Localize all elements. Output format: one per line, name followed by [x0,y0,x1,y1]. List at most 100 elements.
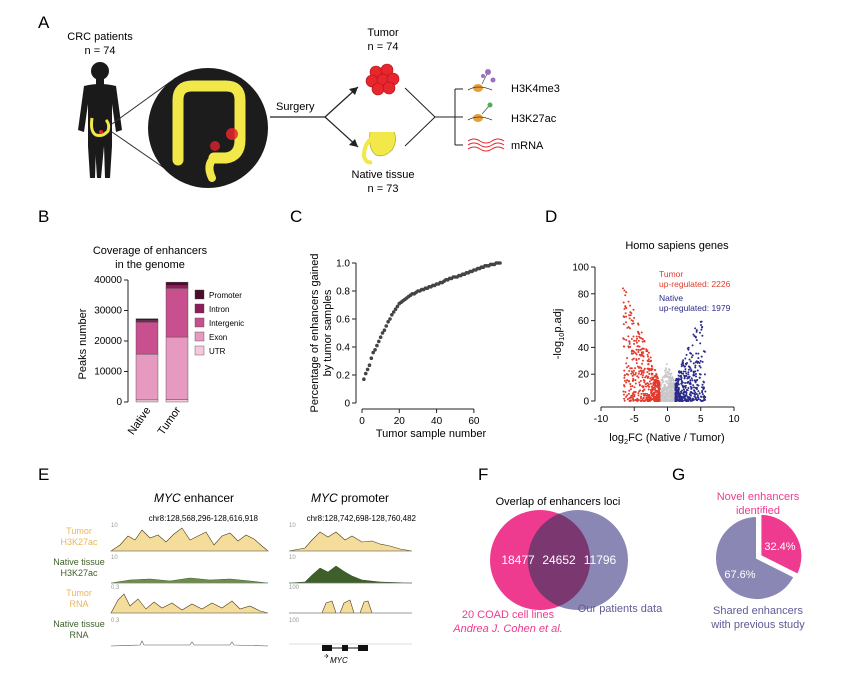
patients-label: CRC patients [67,31,133,43]
d-point-tumor [624,321,627,324]
e-exon-3 [358,645,368,651]
b-bar-tumor-intergenic [165,288,189,338]
e-track1-label1: Tumor [66,526,92,536]
d-point-tumor [654,369,657,372]
d-point-native [689,379,692,382]
g-novel-line1: Novel enhancers [717,491,800,503]
d-point-tumor [647,358,650,361]
d-point-tumor [632,373,635,376]
b-legend-label-intron: Intron [209,305,229,314]
d-point-tumor [653,393,656,396]
d-point-tumor [649,399,652,402]
d-point-tumor [639,349,642,352]
d-point-tumor [641,352,644,355]
c-ytick-label-4: 0.8 [336,287,350,298]
d-point-tumor [655,373,658,376]
d-point-tumor [650,391,653,394]
d-point-tumor [632,308,635,311]
d-point-native [701,386,704,389]
d-point-tumor [624,390,627,393]
d-point-tumor [637,322,640,325]
d-point-tumor [653,375,656,378]
d-point-tumor [635,348,638,351]
d-point-tumor [626,379,629,382]
f-venn-overlap [527,513,591,607]
d-point-tumor [627,364,630,367]
d-point-tumor [645,394,648,397]
d-point-tumor [648,372,651,375]
d-point-native [696,394,699,397]
d-point-native [697,390,700,393]
d-point-native [703,394,706,397]
c-xlabel: Tumor sample number [376,428,487,440]
d-point-native [679,392,682,395]
d-point-tumor [637,372,640,375]
d-point-native [692,398,695,401]
d-point-tumor [629,314,632,317]
d-point-native [680,370,683,373]
d-point-native [693,395,696,398]
d-point-tumor [646,371,649,374]
d-point-native [700,395,703,398]
d-point-gray [670,372,673,375]
d-point-tumor [646,353,649,356]
d-point-native [694,366,697,369]
d-point-native [689,382,692,385]
body-tumor-spot-icon [99,130,103,134]
assay-label-h3k4me3: H3K4me3 [511,83,560,95]
c-ytick-label-3: 0.6 [336,315,350,326]
d-point-tumor [623,369,626,372]
b-legend-label-promoter: Promoter [209,291,242,300]
b-ytick-label-2: 20000 [94,336,122,347]
d-point-tumor [633,393,636,396]
d-point-native [699,359,702,362]
d-point-tumor [636,337,639,340]
d-point-native [695,393,698,396]
d-point-tumor [630,338,633,341]
e-track3-label2: RNA [69,599,88,609]
d-point-tumor [636,365,639,368]
d-point-native [696,361,699,364]
d-point-tumor [638,366,641,369]
b-legend-label-exon: Exon [209,333,227,342]
d-point-tumor [635,339,638,342]
d-point-gray [660,394,663,397]
d-point-native [685,372,688,375]
d-point-tumor [641,354,644,357]
d-point-gray [670,395,673,398]
g-novel-pct: 32.4% [764,541,795,553]
d-point-tumor [651,368,654,371]
b-bar-tumor-intron [165,284,189,289]
d-point-tumor [623,373,626,376]
d-point-native [702,386,705,389]
d-point-native [686,389,689,392]
panel-letter-g: G [672,465,685,484]
d-point-tumor [653,380,656,383]
e-strand-arrow-icon [324,653,329,659]
d-point-tumor [626,326,629,329]
d-point-native [698,331,701,334]
d-point-native [684,370,687,373]
d-point-native [679,374,682,377]
d-point-native [697,352,700,355]
d-point-gray [662,394,665,397]
d-point-native [677,377,680,380]
d-point-tumor [622,337,625,340]
c-ytick-label-0: 0 [344,399,350,410]
d-point-tumor [629,382,632,385]
d-point-gray [665,395,668,398]
e-scale-2r: 10 [289,555,296,561]
c-point [380,331,385,335]
d-point-tumor [658,399,661,402]
d-point-tumor [655,385,658,388]
d-point-tumor [634,352,637,355]
e-track1-label2: H3K27ac [60,537,98,547]
d-point-tumor [637,339,640,342]
d-point-tumor [641,340,644,343]
d-point-tumor [628,369,631,372]
e-track-native-h3k27ac-enh [110,577,269,584]
e-promoter-coords: chr8:128,742,698-128,760,482 [307,514,417,523]
d-point-native [689,394,692,397]
e-track-native-h3k27ac-prom [288,565,413,584]
d-point-tumor [632,322,635,325]
